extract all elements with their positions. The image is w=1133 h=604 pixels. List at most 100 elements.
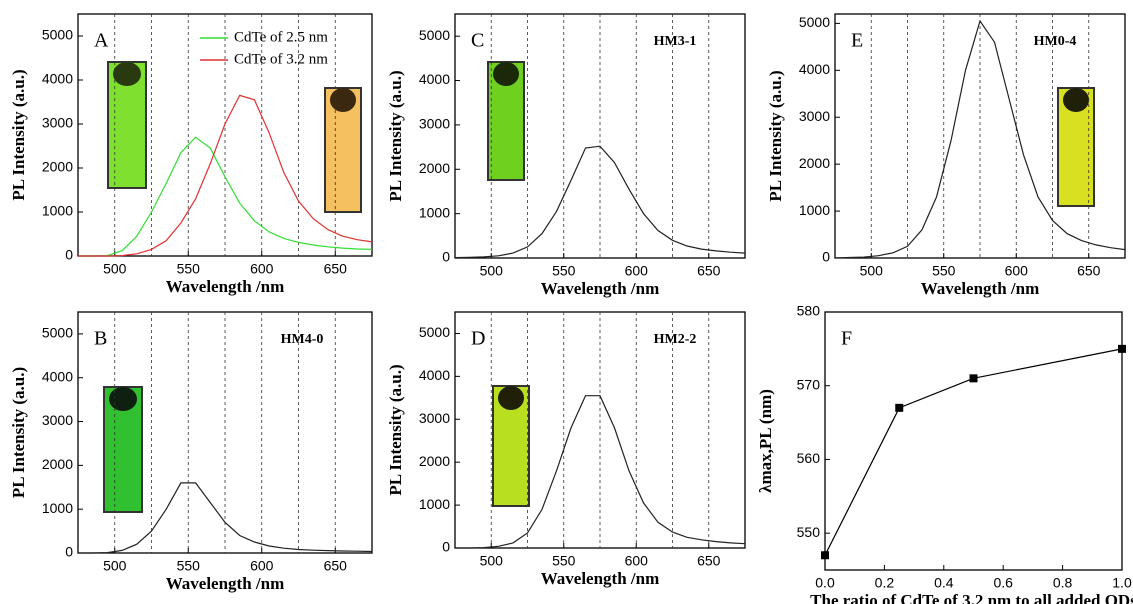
x-tick-label: 600 [625, 263, 649, 279]
panel: 500 550 600 650 0 1000 2000 3000 4000 5000 Wavelen… [9, 13, 373, 296]
y-tick-label: 3000 [419, 116, 450, 132]
x-tick-label: 500 [103, 558, 127, 574]
y-tick-label: 5000 [799, 14, 830, 30]
x-tick-label: 0.8 [1053, 575, 1073, 591]
series-line [455, 395, 746, 549]
x-tick-label: 600 [625, 553, 649, 569]
vial-cap [109, 387, 137, 411]
x-tick-label: 0.6 [993, 575, 1013, 591]
vial-cap [1063, 88, 1089, 112]
legend-label: CdTe of 2.5 nm [234, 29, 328, 45]
x-tick-label: 0.0 [815, 575, 835, 591]
y-tick-label: 3000 [42, 115, 73, 131]
x-tick-label: 600 [250, 261, 274, 277]
y-tick-label: 2000 [42, 159, 73, 175]
y-tick-label: 5000 [42, 27, 73, 43]
panel-label: B [94, 328, 107, 350]
vial-cap [498, 386, 524, 410]
data-point [1118, 344, 1126, 353]
y-tick-label: 1000 [419, 496, 450, 512]
vial-cap [113, 62, 141, 86]
x-axis-title: The ratio of CdTe of 3.2 nm to all added… [810, 591, 1133, 604]
annotation: HM0-4 [1034, 34, 1077, 49]
series-line [834, 19, 1126, 259]
y-tick-label: 1000 [42, 500, 73, 516]
vial-cap [330, 88, 356, 112]
plot-frame [824, 311, 1123, 571]
x-tick-label: 550 [177, 261, 201, 277]
x-tick-label: 1.0 [1112, 575, 1132, 591]
x-tick-label: 0.2 [875, 575, 895, 591]
legend-label: CdTe of 3.2 nm [234, 51, 328, 67]
y-tick-label: 4000 [419, 71, 450, 87]
vial-cap [493, 62, 519, 86]
x-tick-label: 550 [177, 558, 201, 574]
y-axis-title: PL Intensity (a.u.) [386, 364, 405, 495]
y-tick-label: 5000 [419, 324, 450, 340]
x-tick-label: 500 [480, 553, 504, 569]
x-axis-title: Wavelength /nm [166, 277, 285, 296]
y-tick-label: 4000 [42, 368, 73, 384]
data-point [895, 403, 904, 412]
panel: 500 550 600 650 0 1000 2000 3000 4000 5000 Wavelen… [766, 13, 1126, 298]
data-point [821, 551, 829, 560]
series-line [454, 145, 746, 259]
x-axis-title: Wavelength /nm [541, 279, 660, 298]
x-tick-label: 500 [103, 261, 127, 277]
series-line [824, 348, 1123, 556]
y-axis-title: PL Intensity (a.u.) [386, 70, 405, 201]
x-tick-label: 650 [324, 558, 348, 574]
panel-label: E [851, 30, 863, 52]
panel-label: C [471, 30, 484, 52]
y-tick-label: 2000 [419, 453, 450, 469]
y-axis-title: λmax,PL (nm) [756, 389, 775, 493]
y-tick-label: 0 [442, 249, 450, 265]
x-tick-label: 600 [250, 558, 274, 574]
y-tick-label: 5000 [419, 27, 450, 43]
x-tick-label: 550 [552, 553, 576, 569]
x-tick-label: 600 [1005, 263, 1029, 279]
panel-label: D [471, 328, 485, 350]
x-tick-label: 650 [324, 261, 348, 277]
x-axis-title: Wavelength /nm [541, 569, 660, 588]
y-tick-label: 5000 [42, 325, 73, 341]
x-tick-label: 0.4 [934, 575, 954, 591]
y-tick-label: 1000 [419, 204, 450, 220]
x-tick-label: 550 [552, 263, 576, 279]
y-tick-label: 0 [65, 544, 73, 560]
y-axis-title: PL Intensity (a.u.) [9, 69, 28, 200]
y-tick-label: 3000 [799, 108, 830, 124]
x-axis-title: Wavelength /nm [166, 574, 285, 593]
panel-label: A [94, 30, 109, 52]
y-tick-label: 4000 [419, 367, 450, 383]
y-axis-title: PL Intensity (a.u.) [9, 367, 28, 498]
annotation: HM3-1 [654, 34, 697, 49]
y-tick-label: 0 [65, 247, 73, 263]
panel-label: F [841, 328, 852, 350]
x-tick-label: 650 [697, 263, 721, 279]
y-axis-title: PL Intensity (a.u.) [766, 70, 785, 201]
y-tick-label: 570 [797, 376, 821, 392]
y-tick-label: 0 [442, 539, 450, 555]
panel: 500 550 600 650 0 1000 2000 3000 4000 5000 Wavelen… [386, 13, 746, 298]
series-line [78, 136, 373, 257]
panel: 0.0 0.2 0.4 0.6 0.8 1.0 550 560 570 580 The ratio … [756, 303, 1133, 604]
y-tick-label: 4000 [42, 71, 73, 87]
y-tick-label: 560 [797, 450, 821, 466]
data-point [969, 374, 978, 383]
y-tick-label: 0 [822, 249, 830, 265]
y-tick-label: 3000 [419, 410, 450, 426]
series-line [78, 94, 373, 257]
x-tick-label: 500 [860, 263, 884, 279]
y-tick-label: 1000 [42, 203, 73, 219]
annotation: HM4-0 [281, 332, 324, 347]
y-tick-label: 580 [797, 303, 821, 319]
panel: 500 550 600 650 0 1000 2000 3000 4000 5000 Wavelen… [386, 311, 746, 588]
y-tick-label: 1000 [799, 202, 830, 218]
annotation: HM2-2 [654, 332, 697, 347]
x-tick-label: 550 [932, 263, 956, 279]
y-tick-label: 4000 [799, 61, 830, 77]
x-tick-label: 650 [1077, 263, 1101, 279]
y-tick-label: 2000 [42, 456, 73, 472]
